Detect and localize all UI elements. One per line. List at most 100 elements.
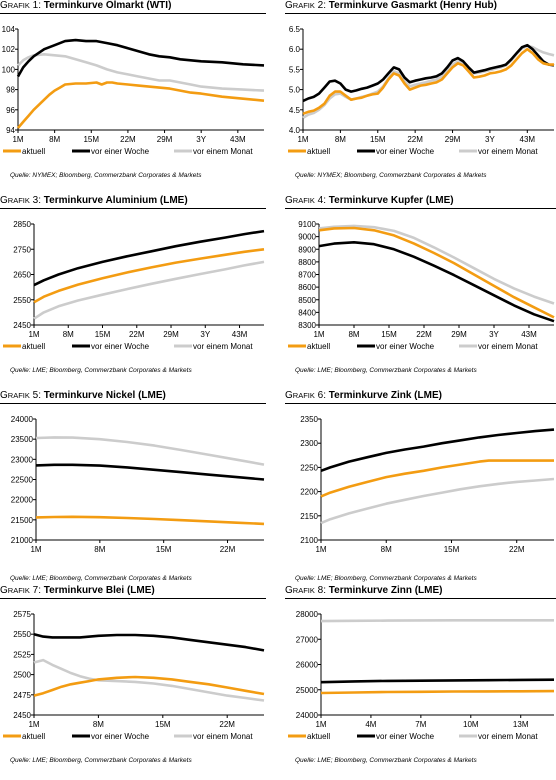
chart-title: GRAFIK 5: Terminkurve Nickel (LME) [0,390,166,401]
legend-label-week: vor einer Woche [91,147,150,156]
series-line-month [17,52,265,92]
series-line-aktuell [35,515,265,526]
x-tick-label: 43M [520,135,536,144]
y-tick-label: 8300 [298,321,316,330]
y-tick-label: 2300 [300,439,318,448]
series-line-week [320,678,555,684]
x-tick-label: 1M [315,545,326,554]
x-tick-label: 15M [155,720,171,729]
y-tick-label: 2650 [13,271,31,280]
y-tick-label: 24000 [11,415,34,424]
x-tick-label: 22M [220,545,236,554]
x-tick-label: 7M [415,720,426,729]
x-tick-label: 8M [348,330,359,339]
y-tick-label: 8900 [298,245,316,254]
y-tick-label: 23000 [11,455,34,464]
legend-label-week: vor einer Woche [91,342,150,351]
x-tick-label: 1M [28,330,39,339]
y-tick-label: 2550 [13,630,31,639]
x-tick-label: 8M [63,330,74,339]
y-tick-label: 27000 [296,635,319,644]
x-tick-label: 22M [219,720,235,729]
source-note: Quelle: NYMEX; Bloomberg, Commerzbank Co… [10,172,202,179]
legend-label-month: vor einem Monat [478,342,538,351]
title-rule [285,403,556,404]
source-note: Quelle: LME; Bloomberg, Commerzbank Corp… [10,757,192,764]
legend-label-aktuell: aktuell [307,147,330,156]
y-tick-label: 28000 [296,610,319,619]
legend-label-week: vor einer Woche [376,147,435,156]
y-tick-label: 104 [2,25,16,34]
legend-label-month: vor einem Monat [193,147,253,156]
line-chart: 2450 2475 2500 2525 2550 2575 1M 8M 15M 22M aktuel… [3,610,265,741]
series-line-aktuell [33,248,265,304]
chart-title: GRAFIK 7: Terminkurve Blei (LME) [0,585,155,596]
legend-label-aktuell: aktuell [22,732,45,741]
x-tick-label: 43M [232,330,248,339]
x-tick-label: 3Y [489,330,499,339]
title-rule [285,208,556,209]
y-tick-label: 2100 [300,536,318,545]
line-chart: 8300 8400 8500 8600 8700 8800 8900 9000 9100 1M 8M… [288,220,555,351]
y-tick-label: 2525 [13,650,31,659]
series-line-week [302,43,555,103]
x-tick-label: 22M [416,330,432,339]
title-rule [285,13,556,14]
y-tick-label: 5.5 [289,65,301,74]
x-tick-label: 43M [230,135,246,144]
source-note: Quelle: NYMEX; Bloomberg, Commerzbank Co… [295,172,487,179]
x-tick-label: 8M [94,545,105,554]
legend-label-aktuell: aktuell [22,342,45,351]
x-tick-label: 10M [463,720,479,729]
y-tick-label: 8800 [298,258,316,267]
y-tick-label: 2450 [13,321,31,330]
x-tick-label: 15M [370,135,386,144]
series-line-aktuell [17,81,265,129]
x-tick-label: 1M [30,545,41,554]
legend-label-aktuell: aktuell [307,732,330,741]
x-tick-label: 22M [407,135,423,144]
series-line-week [318,240,555,323]
source-note: Quelle: LME; Bloomberg, Commerzbank Corp… [10,367,192,374]
x-tick-label: 22M [120,135,136,144]
source-note: Quelle: LME; Bloomberg, Commerzbank Corp… [295,575,477,582]
series-line-week [33,229,265,287]
x-tick-label: 8M [335,135,346,144]
series-line-aktuell [302,47,554,116]
y-tick-label: 96 [6,106,15,115]
title-rule [0,13,266,14]
source-note: Quelle: LME; Bloomberg, Commerzbank Corp… [295,367,477,374]
line-chart: 24000 25000 26000 27000 28000 1M 4M 7M 10M 13M akt… [288,610,555,741]
y-tick-label: 8500 [298,296,316,305]
y-tick-label: 2450 [13,711,31,720]
chart-title: GRAFIK 8: Terminkurve Zinn (LME) [285,585,443,596]
x-tick-label: 22M [129,330,145,339]
chart-title: GRAFIK 2: Terminkurve Gasmarkt (Henry Hu… [285,0,497,11]
x-tick-label: 15M [381,330,397,339]
series-line-aktuell [320,689,555,695]
y-tick-label: 2850 [13,220,31,229]
y-tick-label: 25000 [296,686,319,695]
y-tick-label: 2500 [13,671,31,680]
y-tick-label: 8700 [298,271,316,280]
legend-label-week: vor einer Woche [376,342,435,351]
y-tick-label: 2550 [13,296,31,305]
series-line-week [35,463,265,481]
y-tick-label: 98 [6,86,15,95]
source-note: Quelle: LME; Bloomberg, Commerzbank Corp… [10,575,192,582]
source-note: Quelle: LME; Bloomberg, Commerzbank Corp… [295,757,477,764]
x-tick-label: 43M [521,330,537,339]
x-tick-label: 8M [93,720,104,729]
x-tick-label: 1M [315,720,326,729]
y-tick-label: 4.5 [289,106,301,115]
x-tick-label: 3Y [200,330,210,339]
x-tick-label: 1M [12,135,23,144]
legend-label-month: vor einem Monat [193,342,253,351]
series-line-week [16,38,265,78]
line-chart: 21000 21500 22000 22500 23000 23500 24000 1M 8M 1… [11,415,265,554]
line-chart: 94 96 98 100 102 104 1M 8M 15M 22M 29M 3Y 43M aktuell… [2,25,265,156]
chart-title: GRAFIK 3: Terminkurve Aluminium (LME) [0,195,188,206]
y-tick-label: 5.0 [289,86,301,95]
x-tick-label: 3Y [196,135,206,144]
x-tick-label: 15M [156,545,172,554]
